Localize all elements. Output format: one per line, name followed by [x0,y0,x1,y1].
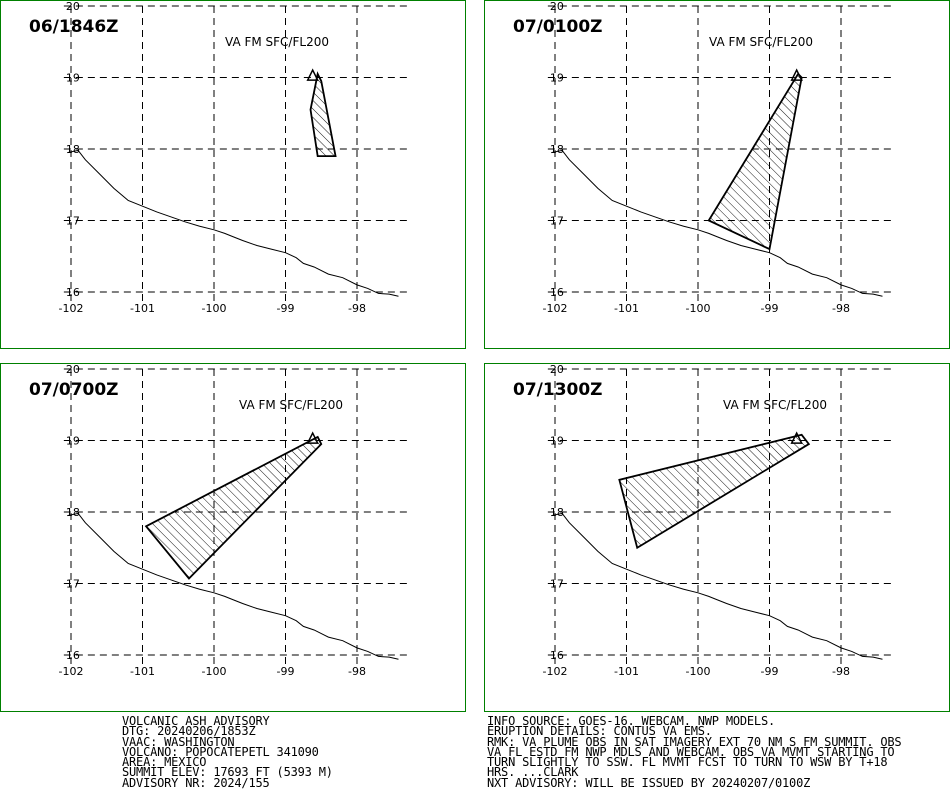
lon-tick-label: -100 [202,665,227,678]
lon-tick-label: -98 [348,665,366,678]
panel-level-label: VA FM SFC/FL200 [709,35,813,49]
forecast-panel-t6: -102 -101 -100 -99 -98 16 17 18 19 20 07/0100Z VA… [484,0,950,349]
panel-time-label: 07/0100Z [513,17,603,37]
advisory-number: ADVISORY NR: 2024/155 [122,775,270,790]
ash-map: -102 -101 -100 -99 -98 16 17 18 19 20 [543,1,892,315]
lat-tick-label: 18 [66,506,80,519]
advisory-volcano: VOLCANO: POPOCATEPETL 341090 [122,744,319,759]
advisory-area: AREA: MEXICO [122,755,207,770]
advisory-remarks-line: VA FL ESTD FM NWP MDLS AND WEBCAM. OBS V… [487,744,895,759]
lat-tick-label: 20 [66,364,80,376]
lat-tick-label: 16 [66,286,80,299]
lon-tick-label: -102 [543,665,568,678]
coastline [551,149,883,297]
volcano-marker-icon [306,431,319,444]
advisory-next: NXT ADVISORY: WILL BE ISSUED BY 20240207… [487,775,811,790]
lat-tick-label: 17 [66,578,80,591]
lon-tick-label: -98 [832,665,850,678]
lat-tick-label: 16 [550,286,564,299]
forecast-panel-t12: -102 -101 -100 -99 -98 16 17 18 19 20 07/0700Z VA… [0,363,466,712]
volcano-marker-icon [790,431,803,444]
lat-tick-label: 20 [550,364,564,376]
lon-tick-label: -102 [59,302,84,315]
lat-tick-label: 16 [550,649,564,662]
advisory-summit-elev: SUMMIT ELEV: 17693 FT (5393 M) [122,765,333,780]
lon-tick-label: -98 [348,302,366,315]
lon-tick-label: -99 [277,302,295,315]
ash-cloud-polygon [144,435,323,580]
panel-level-label: VA FM SFC/FL200 [225,35,329,49]
advisory-remarks-line: HRS. ...CLARK [487,765,579,780]
lon-tick-label: -101 [130,302,155,315]
lat-tick-label: 19 [550,435,564,448]
lat-tick-label: 17 [550,578,564,591]
coastline [551,512,883,660]
lat-tick-label: 18 [66,143,80,156]
lon-tick-label: -99 [277,665,295,678]
advisory-header-block: VOLCANIC ASH ADVISORY DTG: 20240206/1853… [122,714,333,790]
volcano-marker-icon [790,68,803,81]
ash-map: -102 -101 -100 -99 -98 16 17 18 19 20 [59,1,408,315]
panel-time-label: 07/1300Z [513,380,603,400]
lon-tick-label: -101 [130,665,155,678]
lon-tick-label: -101 [614,302,639,315]
lon-tick-label: -99 [761,302,779,315]
lon-tick-label: -102 [59,665,84,678]
advisory-remarks-line: TURN SLIGHTLY TO SSW. FL MVMT FCST TO TU… [487,755,888,770]
panel-level-label: VA FM SFC/FL200 [723,398,827,412]
ash-cloud-polygon [618,433,811,550]
advisory-vaac: VAAC: WASHINGTON [122,734,235,749]
lat-tick-label: 16 [66,649,80,662]
lat-tick-label: 17 [550,215,564,228]
coastline [67,512,399,660]
lon-tick-label: -100 [202,302,227,315]
advisory-info-source: INFO SOURCE: GOES-16. WEBCAM. NWP MODELS… [487,714,776,728]
coastline [67,149,399,297]
lat-tick-label: 20 [66,1,80,13]
volcano-marker-icon [306,68,319,81]
advisory-dtg: DTG: 20240206/1853Z [122,724,256,739]
ash-cloud-polygon [707,72,803,251]
advisory-title: VOLCANIC ASH ADVISORY [122,714,270,728]
forecast-panel-t0: -102 -101 -100 -99 -98 16 17 18 19 20 06/1846Z VA… [0,0,466,349]
lat-tick-label: 17 [66,215,80,228]
ash-map: -102 -101 -100 -99 -98 16 17 18 19 20 [543,364,892,678]
lon-tick-label: -102 [543,302,568,315]
panel-time-label: 06/1846Z [29,17,119,37]
lon-tick-label: -100 [686,302,711,315]
lat-tick-label: 19 [550,72,564,85]
lat-tick-label: 20 [550,1,564,13]
advisory-remarks-line: RMK: VA PLUME OBS IN SAT IMAGERY EXT 70 … [487,734,902,749]
panel-level-label: VA FM SFC/FL200 [239,398,343,412]
lat-tick-label: 19 [66,435,80,448]
lon-tick-label: -98 [832,302,850,315]
ash-map: -102 -101 -100 -99 -98 16 17 18 19 20 [59,364,408,678]
lon-tick-label: -99 [761,665,779,678]
lat-tick-label: 19 [66,72,80,85]
panel-time-label: 07/0700Z [29,380,119,400]
lon-tick-label: -101 [614,665,639,678]
lat-tick-label: 18 [550,506,564,519]
lat-tick-label: 18 [550,143,564,156]
forecast-panel-t18: -102 -101 -100 -99 -98 16 17 18 19 20 07/1300Z VA… [484,363,950,712]
advisory-eruption-details: ERUPTION DETAILS: CONTUS VA EMS. [487,724,712,739]
ash-cloud-polygon [309,71,337,158]
lon-tick-label: -100 [686,665,711,678]
advisory-remarks-block: INFO SOURCE: GOES-16. WEBCAM. NWP MODELS… [487,714,902,790]
